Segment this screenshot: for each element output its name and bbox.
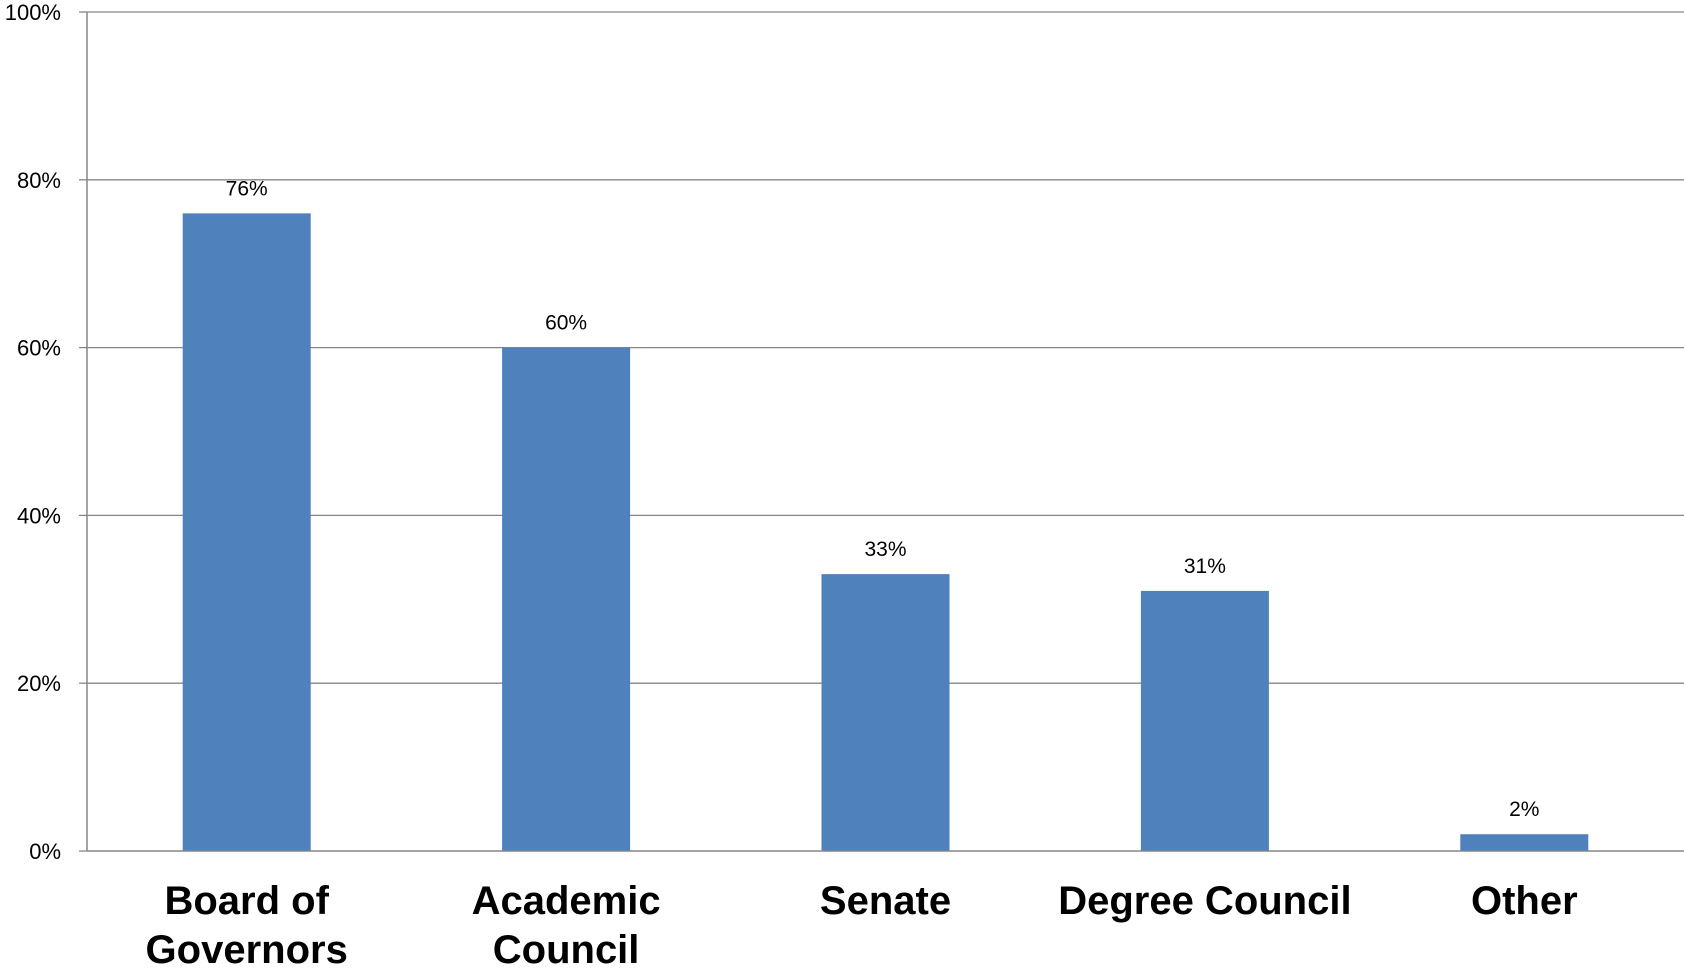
bar <box>821 574 950 851</box>
gridlines <box>87 11 1684 684</box>
category-label-line: Council <box>493 928 640 969</box>
y-tick-labels: 0% 20% 40% 60% 80% 100% <box>5 0 61 864</box>
category-label-line: Other <box>1471 879 1578 923</box>
category-label: Board of Governors <box>146 879 348 969</box>
y-tick-label: 20% <box>17 671 61 696</box>
bar <box>1460 834 1589 851</box>
bar <box>502 347 631 851</box>
data-label: 76% <box>226 177 268 200</box>
category-label: Senate <box>820 879 951 923</box>
bar <box>182 213 311 852</box>
category-label-line: Board of <box>164 879 329 923</box>
category-label-line: Senate <box>820 879 951 923</box>
y-tick-label: 80% <box>17 168 61 193</box>
bars <box>182 213 1589 852</box>
category-labels: Board of Governors Academic Council Senate De… <box>146 879 1578 969</box>
y-tick-label: 60% <box>17 336 61 361</box>
data-label: 31% <box>1184 555 1226 578</box>
y-tick-label: 100% <box>5 0 61 25</box>
category-label-line: Degree Council <box>1058 879 1351 923</box>
y-tick-label: 40% <box>17 503 61 528</box>
data-label: 2% <box>1509 798 1539 821</box>
category-label: Academic Council <box>472 879 661 969</box>
data-labels: 76% 60% 33% 31% 2% <box>226 177 1540 821</box>
data-label: 60% <box>545 312 587 335</box>
category-label: Degree Council <box>1058 879 1351 923</box>
category-label-line: Governors <box>146 928 348 969</box>
bar <box>1140 590 1269 851</box>
y-tick-label: 0% <box>29 839 61 864</box>
data-label: 33% <box>864 538 906 561</box>
category-label: Other <box>1471 879 1578 923</box>
category-label-line: Academic <box>472 879 661 923</box>
axes <box>79 11 1684 852</box>
